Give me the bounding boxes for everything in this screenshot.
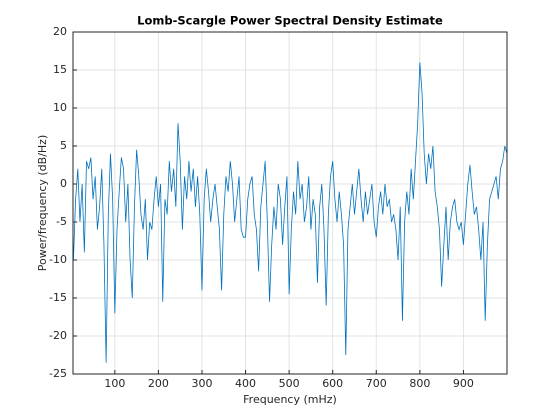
y-tick-label: -20 (49, 329, 67, 342)
y-tick-label: 10 (53, 101, 67, 114)
y-tick-label: 5 (60, 139, 67, 152)
x-tick-label: 600 (322, 377, 343, 390)
y-tick-label: 0 (60, 177, 67, 190)
y-axis-label: Power/frequency (dB/Hz) (36, 135, 49, 272)
plot-area (73, 32, 507, 374)
y-tick-label: -5 (56, 215, 67, 228)
x-tick-label: 300 (191, 377, 212, 390)
x-tick-label: 800 (409, 377, 430, 390)
y-tick-label: -25 (49, 367, 67, 380)
x-tick-label: 200 (148, 377, 169, 390)
x-tick-label: 100 (104, 377, 125, 390)
x-tick-label: 700 (366, 377, 387, 390)
y-tick-label: 20 (53, 25, 67, 38)
y-tick-label: 15 (53, 63, 67, 76)
y-tick-label: -15 (49, 291, 67, 304)
x-axis-label: Frequency (mHz) (243, 393, 337, 406)
x-tick-label: 500 (279, 377, 300, 390)
x-tick-label: 900 (453, 377, 474, 390)
y-tick-label: -10 (49, 253, 67, 266)
x-tick-label: 400 (235, 377, 256, 390)
data-line (73, 62, 508, 363)
axes-box (72, 31, 508, 375)
chart-title: Lomb-Scargle Power Spectral Density Esti… (137, 14, 443, 28)
